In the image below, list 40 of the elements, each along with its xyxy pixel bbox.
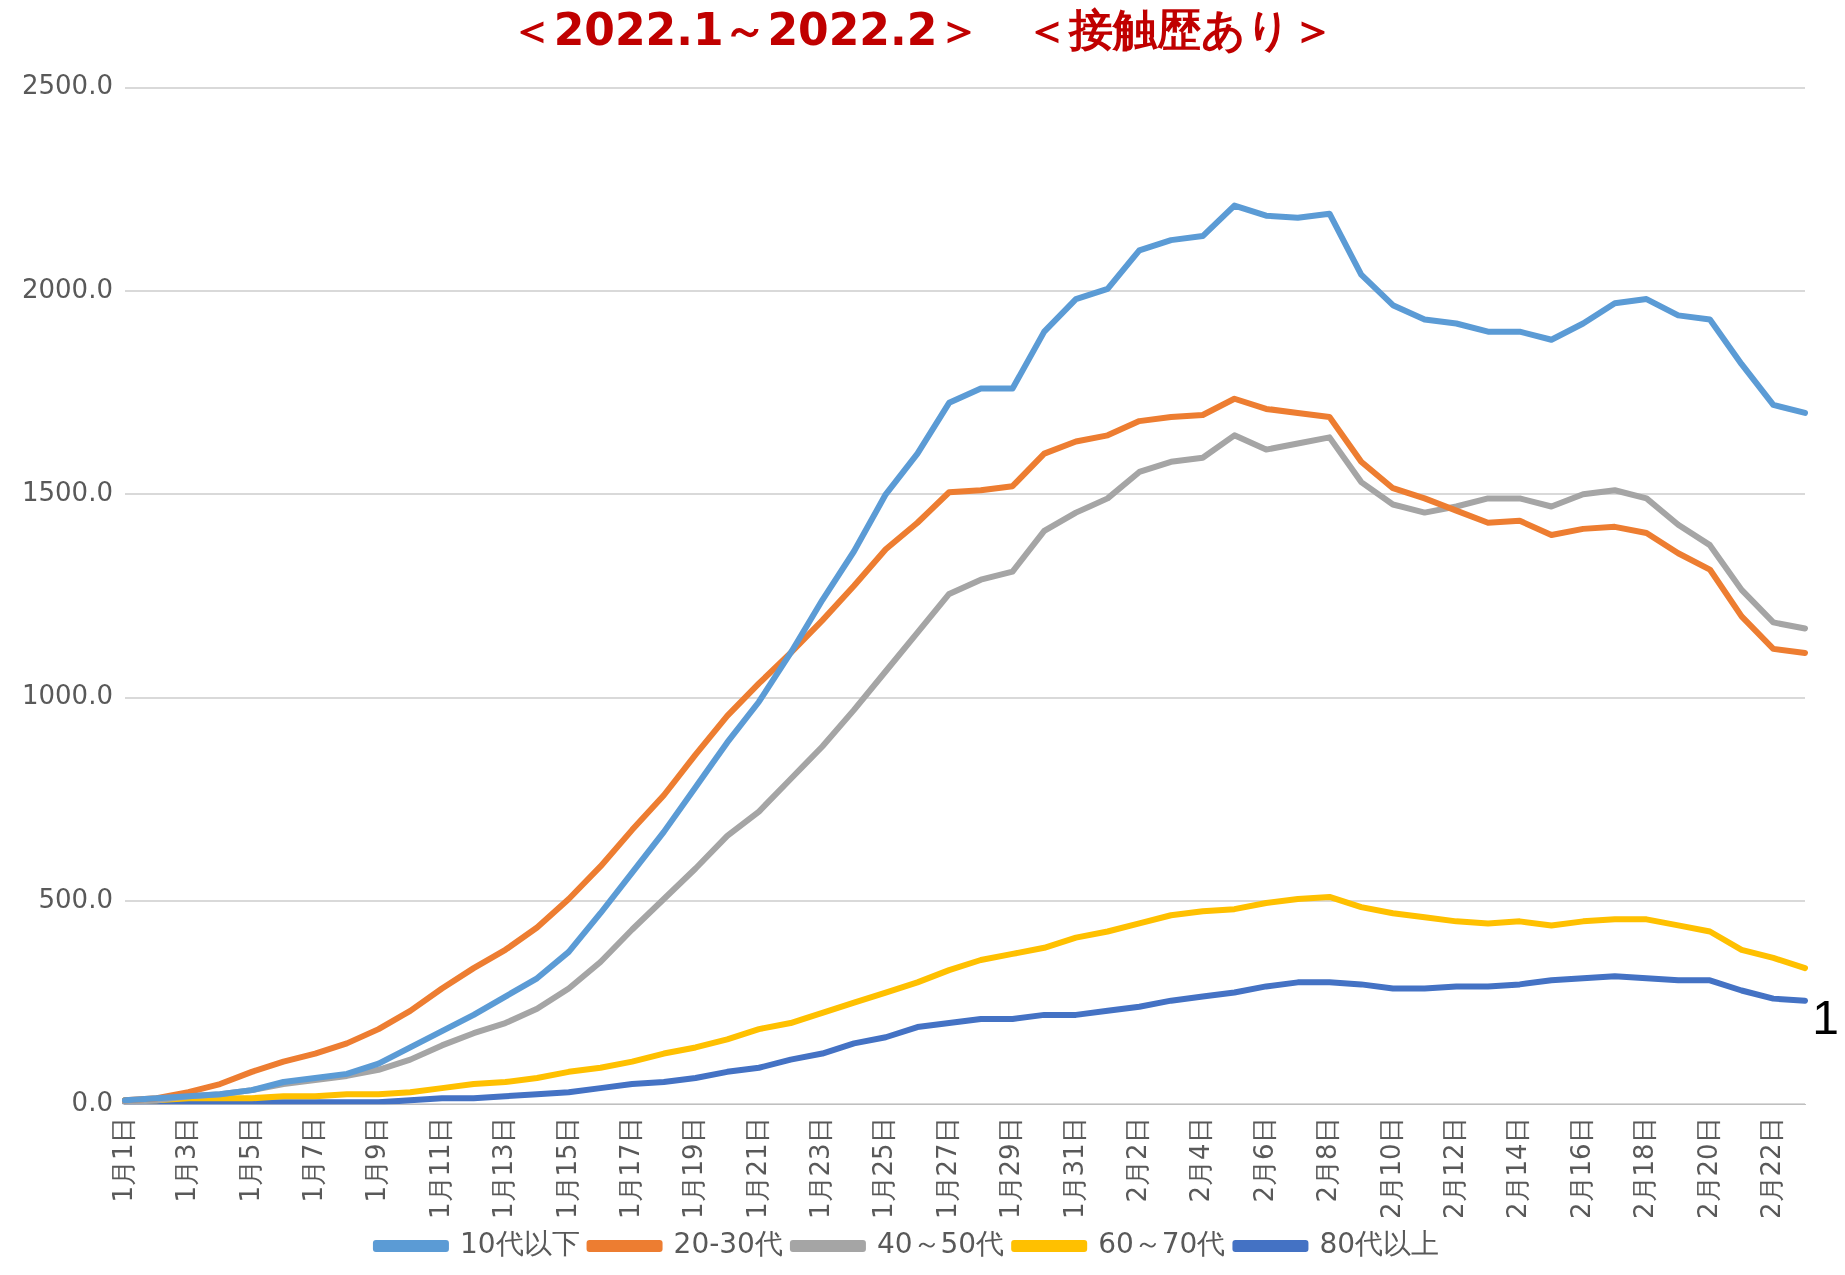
x-tick-label: 1月29日 — [995, 1117, 1026, 1220]
legend-label: 60～70代 — [1098, 1227, 1226, 1261]
x-tick-label: 1月21日 — [741, 1117, 772, 1220]
x-tick-label: 1月13日 — [488, 1117, 519, 1220]
x-tick-label: 2月18日 — [1629, 1117, 1660, 1220]
legend-label: 20-30代 — [673, 1227, 783, 1261]
legend-label: 40～50代 — [876, 1227, 1005, 1261]
x-tick-label: 1月7日 — [297, 1117, 328, 1203]
x-tick-label: 2月20日 — [1692, 1117, 1723, 1220]
x-tick-label: 1月1日 — [107, 1117, 138, 1203]
x-tick-label: 1月23日 — [805, 1117, 836, 1220]
x-tick-label: 2月2日 — [1122, 1117, 1153, 1203]
x-tick-label: 2月8日 — [1312, 1117, 1343, 1203]
x-tick-label: 1月15日 — [551, 1117, 582, 1220]
x-tick-label: 1月3日 — [171, 1117, 202, 1203]
x-tick-label: 2月16日 — [1565, 1117, 1596, 1220]
y-tick-label: 2000.0 — [21, 273, 113, 304]
chart-title: ＜2022.1～2022.2＞ ＜接触歴あり＞ — [508, 3, 1337, 57]
x-tick-label: 1月31日 — [1058, 1117, 1089, 1220]
x-tick-label: 2月12日 — [1439, 1117, 1470, 1220]
x-tick-label: 1月19日 — [678, 1117, 709, 1220]
x-tick-label: 1月25日 — [868, 1117, 899, 1220]
y-tick-label: 2500.0 — [21, 70, 113, 101]
legend-label: 80代以上 — [1319, 1227, 1440, 1261]
y-tick-label: 1500.0 — [21, 477, 113, 508]
x-tick-label: 2月10日 — [1375, 1117, 1406, 1220]
y-tick-label: 0.0 — [71, 1087, 113, 1118]
x-tick-label: 2月14日 — [1502, 1117, 1533, 1220]
x-tick-label: 1月5日 — [234, 1117, 265, 1203]
x-tick-label: 1月11日 — [424, 1117, 455, 1220]
legend-label: 10代以下 — [459, 1227, 580, 1261]
x-tick-label: 2月4日 — [1185, 1117, 1216, 1203]
x-tick-label: 2月22日 — [1756, 1117, 1787, 1220]
x-tick-label: 2月6日 — [1248, 1117, 1279, 1203]
x-tick-label: 1月27日 — [931, 1117, 962, 1220]
x-tick-label: 1月17日 — [614, 1117, 645, 1220]
y-tick-label: 1000.0 — [21, 680, 113, 711]
text: 1 — [1812, 990, 1839, 1045]
x-tick-label: 1月9日 — [361, 1117, 392, 1203]
y-tick-label: 500.0 — [38, 883, 113, 914]
